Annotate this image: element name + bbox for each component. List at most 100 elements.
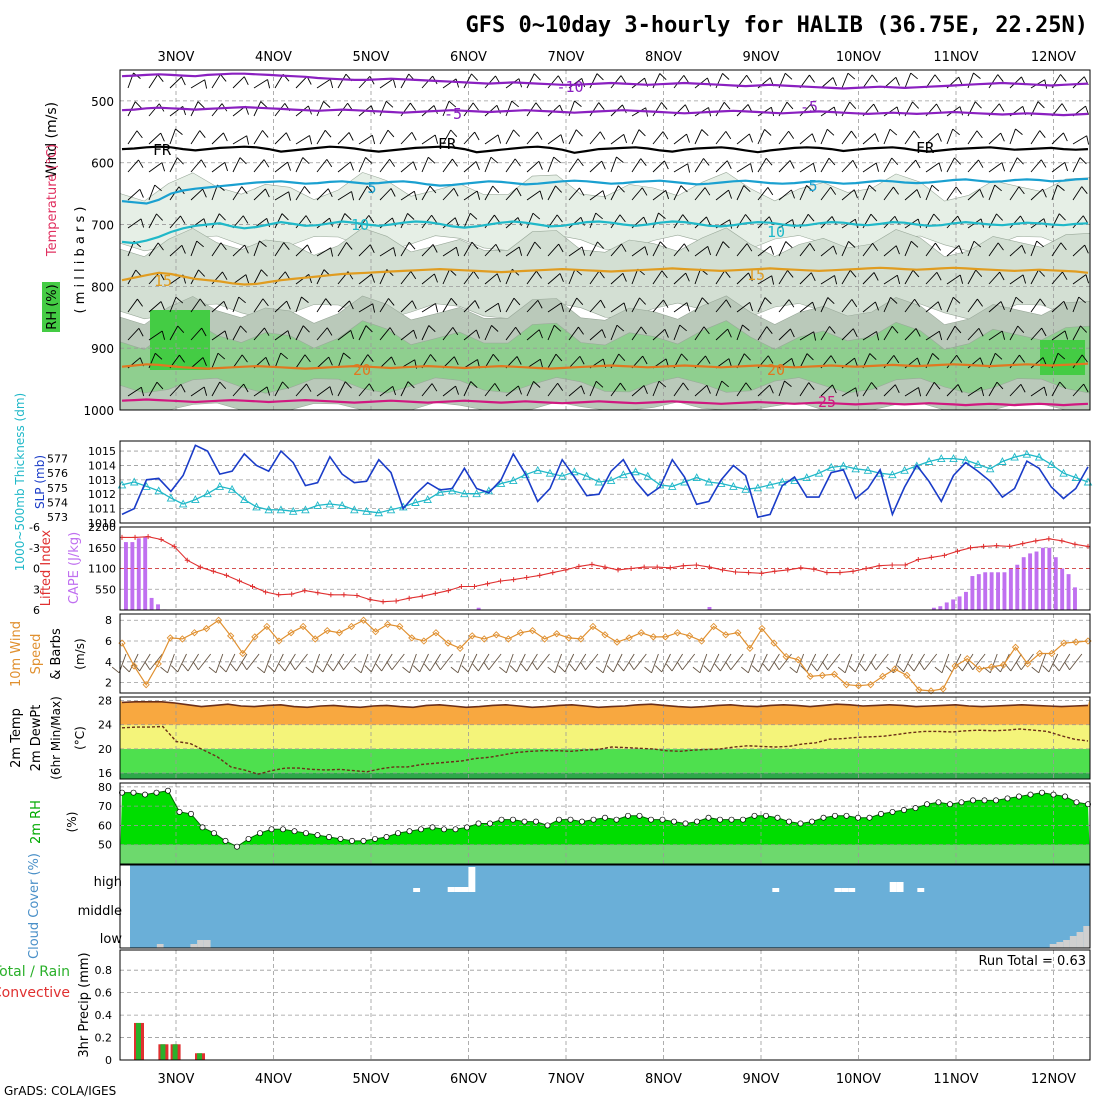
- wind-barb: [610, 324, 618, 341]
- wind-barb-feather: [952, 296, 961, 304]
- wind-barb: [316, 298, 327, 313]
- bottom-axis-labels: 3NOV 4NOV 5NOV 6NOV 7NOV 8NOV 9NOV 10NOV 11NOV 12…: [158, 1072, 1077, 1087]
- wind-barb: [295, 76, 308, 89]
- wind-barb-feather: [455, 386, 459, 395]
- wind-barb-feather: [327, 188, 333, 197]
- li-tick: -3: [29, 542, 40, 555]
- wind-barb: [967, 386, 982, 397]
- wind-barb-feather: [1062, 271, 1068, 280]
- rh-marker: [636, 812, 643, 819]
- wind-barb: [799, 331, 814, 341]
- wind-barb: [883, 157, 893, 173]
- wind-barb-feather: [262, 298, 269, 307]
- wind-barb-feather: [476, 329, 480, 339]
- wind-barb-feather: [344, 381, 352, 389]
- thickness-marker: [557, 471, 567, 480]
- wind-barb-feather: [598, 102, 605, 110]
- thickness-marker: [1034, 452, 1044, 461]
- cloud-bg: [130, 865, 1090, 948]
- wind-speed-marker: [589, 622, 597, 631]
- wind-tick: 4: [105, 656, 112, 669]
- wind-barb: [526, 329, 540, 341]
- wind-barb-feather: [1015, 128, 1023, 135]
- rh-marker: [188, 810, 194, 817]
- wind-barb: [1072, 296, 1080, 313]
- wind-barb: [148, 301, 162, 313]
- wind-barb: [169, 244, 183, 257]
- wind-barb-feather: [640, 326, 647, 335]
- wind-barb: [1020, 653, 1034, 671]
- wind-barb: [827, 653, 841, 671]
- wind-speed-marker: [456, 644, 464, 652]
- lifted-index-marker: [393, 598, 399, 604]
- wind-barb: [841, 72, 849, 89]
- wind-barb: [358, 383, 370, 397]
- wind-barb: [715, 241, 724, 257]
- wind-speed-marker: [553, 630, 561, 638]
- wind-barb-feather: [616, 156, 624, 163]
- rh-marker: [303, 830, 309, 837]
- wind-barb: [946, 274, 961, 285]
- wind-speed-marker: [1036, 649, 1044, 658]
- rh-marker: [142, 791, 148, 798]
- date-label: 3NOV: [158, 1072, 195, 1087]
- wind-barb-feather: [773, 661, 780, 671]
- wind-barb: [946, 245, 960, 257]
- rh-marker: [970, 797, 976, 804]
- wind-barb: [211, 242, 222, 257]
- rh-marker: [1073, 799, 1080, 806]
- wind-barb-feather: [896, 275, 901, 285]
- rh-marker: [487, 820, 493, 827]
- rh-marker: [556, 816, 562, 823]
- wind-barb-feather: [895, 245, 900, 255]
- wind-barb-feather: [556, 214, 563, 223]
- thickness-marker: [985, 464, 995, 473]
- cape-bar: [143, 536, 148, 610]
- wind-barb: [946, 325, 956, 341]
- wind-barb-feather: [156, 213, 163, 221]
- wind-barb-feather: [509, 665, 517, 673]
- wind-speed-marker: [396, 622, 404, 631]
- wind-barb-feather: [1042, 188, 1047, 198]
- thickness-marker: [435, 487, 445, 496]
- wind-barb: [967, 240, 975, 257]
- wind-barb: [799, 133, 813, 145]
- cloud-axis-label: Cloud Cover (%): [27, 853, 42, 959]
- wind-barb-feather: [392, 386, 397, 396]
- thickness-marker: [313, 500, 322, 509]
- wind-barb-feather: [301, 296, 309, 303]
- temp-band: [120, 772, 1090, 779]
- wind-speed-marker: [854, 682, 863, 690]
- wind-barb: [177, 653, 187, 673]
- wind-barb: [554, 653, 563, 673]
- wind-barb-feather: [245, 274, 250, 284]
- wind-barb-feather: [655, 665, 663, 673]
- thickness-marker: [692, 473, 701, 482]
- wind-barb-feather: [410, 102, 416, 111]
- lifted-index-marker: [1007, 543, 1013, 549]
- wind-barb-feather: [932, 353, 940, 360]
- lifted-index-marker: [615, 567, 621, 573]
- date-label: 9NOV: [743, 50, 780, 65]
- wind-barb: [516, 653, 526, 673]
- wind-barb-feather: [628, 661, 635, 671]
- wind-barb: [421, 273, 435, 285]
- wind-barb-feather: [979, 189, 984, 198]
- thickness-tick: 577: [47, 453, 68, 466]
- wind-barb: [652, 270, 663, 285]
- wind-barb: [862, 301, 876, 313]
- wind-barb-feather: [133, 663, 140, 672]
- wind-barb: [652, 160, 665, 173]
- wind-barb-feather: [265, 357, 270, 366]
- rh-tick: 70: [98, 800, 112, 813]
- wind-barb-feather: [1041, 327, 1047, 337]
- wind-speed-marker: [1072, 638, 1080, 646]
- wind-barb: [211, 213, 220, 229]
- cloud-middle-label: middle: [78, 904, 122, 919]
- wind-barb: [799, 272, 812, 285]
- wind-barb-feather: [257, 666, 265, 674]
- wind-barb: [1030, 240, 1038, 257]
- wind-barb: [211, 330, 226, 341]
- wind-barb-feather: [574, 100, 582, 107]
- wind-barb-feather: [179, 354, 185, 363]
